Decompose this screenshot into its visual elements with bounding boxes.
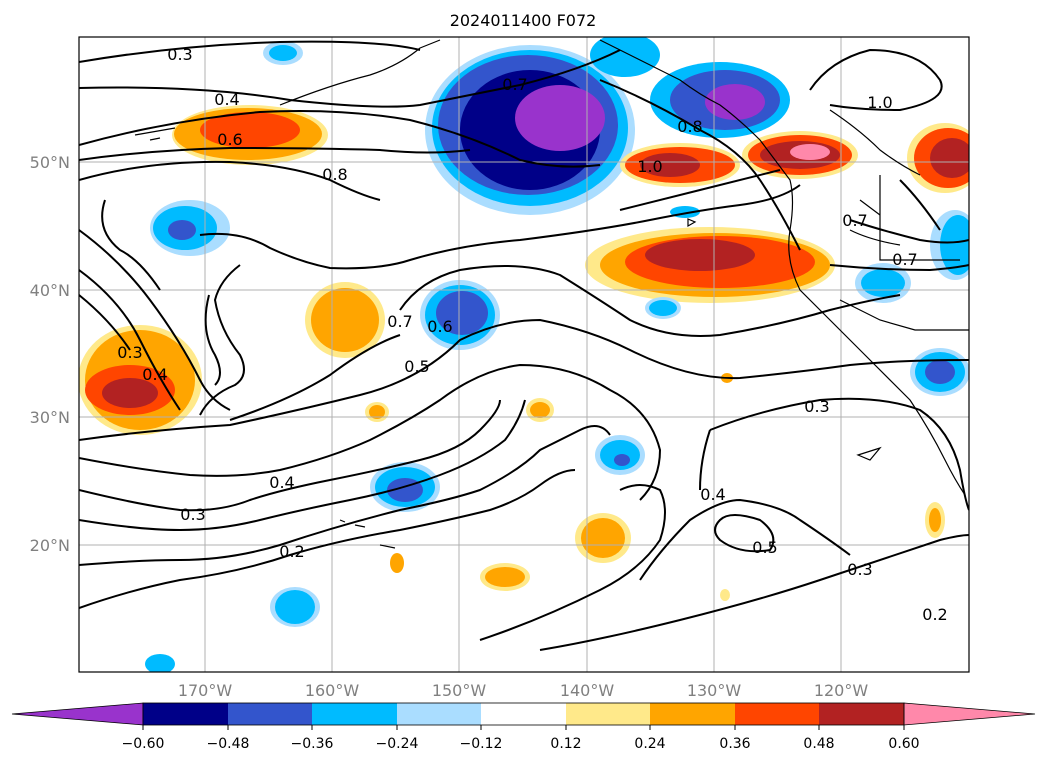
colorbar-tick-label: 0.12 — [550, 736, 581, 752]
lon-label: 140°W — [560, 681, 615, 700]
contour-label: 0.3 — [804, 397, 829, 416]
lat-label: 40°N — [30, 281, 70, 300]
contour-label: 0.3 — [117, 343, 142, 362]
contour-label: 0.5 — [404, 357, 429, 376]
colorbar-segment — [650, 703, 735, 725]
contour-lines — [79, 40, 969, 651]
colorbar-tick-label: −0.48 — [207, 736, 250, 752]
map-panel: 0.3 0.4 0.6 0.8 0.3 0.4 0.7 0.6 0.5 0.4 … — [79, 37, 969, 672]
lon-label: 130°W — [687, 681, 742, 700]
contour-label: 0.6 — [217, 130, 242, 149]
colorbar-segment — [819, 703, 904, 725]
lon-label: 160°W — [305, 681, 360, 700]
lon-label: 120°W — [814, 681, 869, 700]
colorbar-tick-label: −0.24 — [376, 736, 419, 752]
lon-label: 170°W — [178, 681, 233, 700]
contour-label: 0.4 — [700, 485, 725, 504]
coastlines — [134, 39, 969, 549]
positive-anomaly-pacific-nw — [620, 123, 969, 193]
colorbar-tick-label: 0.60 — [888, 736, 919, 752]
contour-label: 0.6 — [427, 317, 452, 336]
colorbar-tick-label: 0.48 — [803, 736, 834, 752]
contour-label: 0.4 — [214, 90, 239, 109]
contour-label: 0.2 — [922, 605, 947, 624]
colorbar-segment — [228, 703, 312, 725]
contour-label: 0.7 — [387, 312, 412, 331]
contour-label: 0.7 — [502, 75, 527, 94]
colorbar-segment — [566, 703, 650, 725]
longitude-labels: 170°W 160°W 150°W 140°W 130°W 120°W — [178, 681, 869, 700]
positive-anomaly-patches — [79, 282, 945, 601]
colorbar-segment — [735, 703, 819, 725]
contour-label: 0.8 — [677, 117, 702, 136]
contour-label: 0.7 — [842, 211, 867, 230]
contour-label: 0.3 — [167, 45, 192, 64]
contour-label: 0.7 — [892, 250, 917, 269]
latitude-labels: 50°N 40°N 30°N 20°N — [30, 153, 70, 555]
contour-label: 0.4 — [269, 473, 294, 492]
colorbar-segment — [143, 703, 228, 725]
colorbar-segment — [312, 703, 397, 725]
map-frame — [78, 36, 970, 673]
lat-label: 30°N — [30, 408, 70, 427]
contour-label: 0.3 — [847, 560, 872, 579]
contour-label: 0.3 — [180, 505, 205, 524]
positive-anomaly-central — [585, 227, 835, 303]
contour-label: 1.0 — [637, 157, 662, 176]
colorbar-tick-label: 0.24 — [634, 736, 665, 752]
contour-label: 0.8 — [322, 165, 347, 184]
contour-label: 0.4 — [142, 365, 167, 384]
positive-anomaly-north-central — [172, 105, 328, 165]
map-title: 2024011400 F072 — [450, 11, 597, 30]
contour-label: 0.5 — [752, 538, 777, 557]
colorbar-extend-high — [903, 702, 1036, 726]
lat-label: 50°N — [30, 153, 70, 172]
colorbar-extend-low — [11, 702, 144, 726]
lat-label: 20°N — [30, 536, 70, 555]
colorbar-tick-label: −0.60 — [122, 736, 165, 752]
negative-anomaly-patches — [145, 41, 969, 672]
colorbar: −0.60 −0.48 −0.36 −0.24 −0.12 0.12 0.24 … — [11, 702, 1036, 752]
colorbar-segment — [481, 703, 566, 725]
colorbar-tick-label: −0.12 — [460, 736, 503, 752]
colorbar-tick-label: 0.36 — [719, 736, 750, 752]
colorbar-tick-label: −0.36 — [291, 736, 334, 752]
lon-label: 150°W — [432, 681, 487, 700]
contour-label: 0.2 — [279, 542, 304, 561]
contour-label-group: 0.3 0.4 0.6 0.8 0.3 0.4 0.7 0.6 0.5 0.4 … — [117, 45, 947, 624]
colorbar-segment — [397, 703, 481, 725]
contour-label: 1.0 — [867, 93, 892, 112]
shaded-anomalies — [79, 37, 969, 672]
